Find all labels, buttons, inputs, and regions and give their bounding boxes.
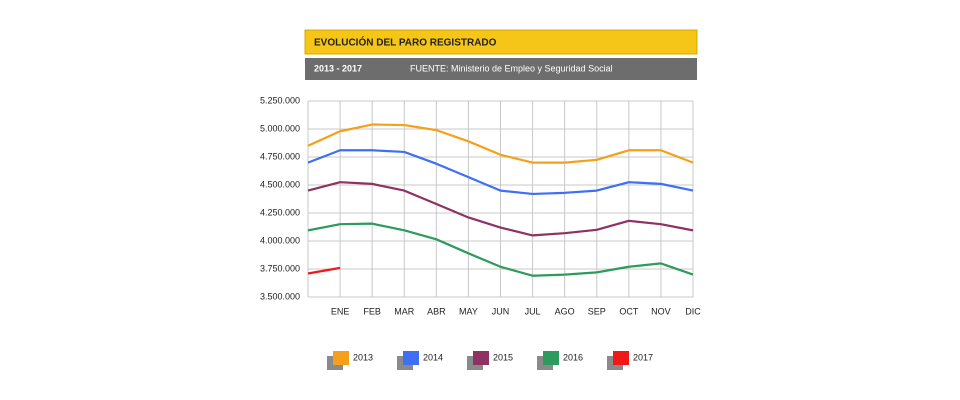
series-line — [307, 181, 694, 237]
y-tick-label: 4.250.000 — [260, 207, 300, 217]
y-tick-label: 4.750.000 — [260, 151, 300, 161]
x-tick-label: MAY — [459, 306, 478, 316]
y-tick-label: 5.000.000 — [260, 123, 300, 133]
x-tick-label: JUN — [492, 306, 510, 316]
x-tick-label: SEP — [588, 306, 606, 316]
y-tick-label: 4.000.000 — [260, 235, 300, 245]
series-line — [307, 149, 694, 196]
x-tick-label: ABR — [427, 306, 446, 316]
subtitle: 2013 - 2017 — [314, 63, 362, 73]
source: FUENTE: Ministerio de Empleo y Seguridad… — [410, 63, 613, 73]
y-tick-label: 4.500.000 — [260, 179, 300, 189]
x-tick-label: MAR — [394, 306, 415, 316]
x-tick-label: OCT — [619, 306, 639, 316]
legend-swatch — [403, 351, 419, 365]
subtitle-bar — [305, 58, 697, 80]
x-tick-label: NOV — [651, 306, 671, 316]
legend-label: 2017 — [633, 352, 653, 362]
series-line — [307, 123, 694, 164]
x-tick-label: JUL — [525, 306, 541, 316]
y-tick-label: 3.750.000 — [260, 263, 300, 273]
x-tick-label: FEB — [363, 306, 381, 316]
legend-swatch — [613, 351, 629, 365]
y-tick-label: 3.500.000 — [260, 291, 300, 301]
legend-swatch — [543, 351, 559, 365]
chart-title: EVOLUCIÓN DEL PARO REGISTRADO — [314, 36, 497, 49]
title-bar — [304, 29, 698, 55]
legend-swatch — [333, 351, 349, 365]
legend-label: 2016 — [563, 352, 583, 362]
legend-label: 2014 — [423, 352, 443, 362]
legend-swatch — [473, 351, 489, 365]
y-tick-label: 5.250.000 — [260, 95, 300, 105]
x-tick-label: ENE — [331, 306, 350, 316]
series-line — [307, 222, 694, 277]
x-tick-label: AGO — [555, 306, 575, 316]
x-tick-label: DIC — [685, 306, 701, 316]
series-line — [307, 266, 341, 275]
legend-label: 2013 — [353, 352, 373, 362]
legend-label: 2015 — [493, 352, 513, 362]
